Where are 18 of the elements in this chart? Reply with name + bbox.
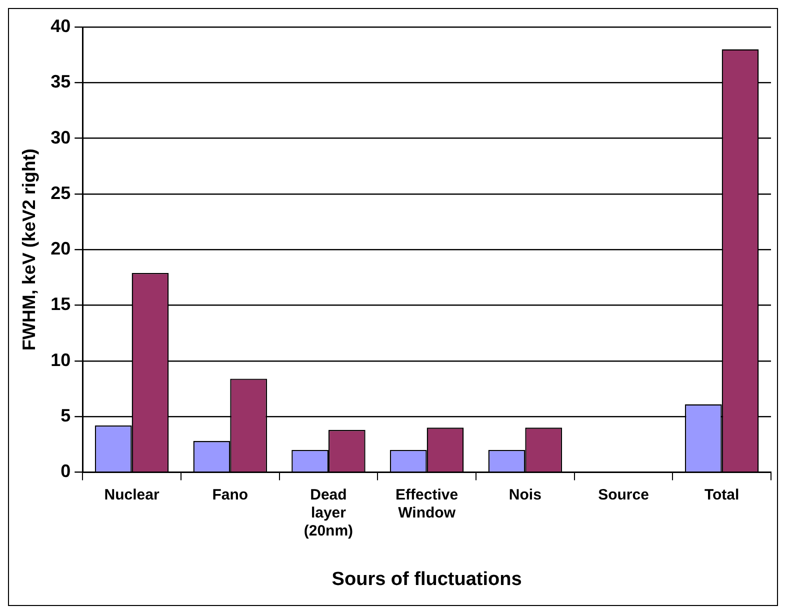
x-tick-label: Effective Window [396, 486, 458, 522]
x-tick-label: Fano [212, 486, 248, 504]
y-tick-label: 5 [60, 406, 71, 426]
y-tick-label: 30 [50, 127, 71, 148]
y-tick-label: 0 [60, 461, 71, 482]
x-tick-label: Nuclear [104, 486, 160, 504]
y-tick-label: 15 [50, 294, 71, 314]
x-tick-label: Dead layer (20nm) [304, 486, 354, 540]
y-tick-label: 20 [50, 238, 71, 259]
y-tick-label: 40 [50, 16, 71, 36]
x-tick-label: Source [598, 486, 649, 504]
y-tick-label: 25 [50, 182, 71, 203]
y-tick-label: 35 [50, 72, 71, 92]
x-axis-title: Sours of fluctuations [332, 568, 522, 590]
y-tick-label: 10 [50, 350, 71, 370]
x-tick-label: Total [704, 486, 740, 504]
y-axis-title: FWHM, keV (keV2 right) [18, 148, 39, 351]
x-tick-label: Nois [508, 486, 542, 504]
